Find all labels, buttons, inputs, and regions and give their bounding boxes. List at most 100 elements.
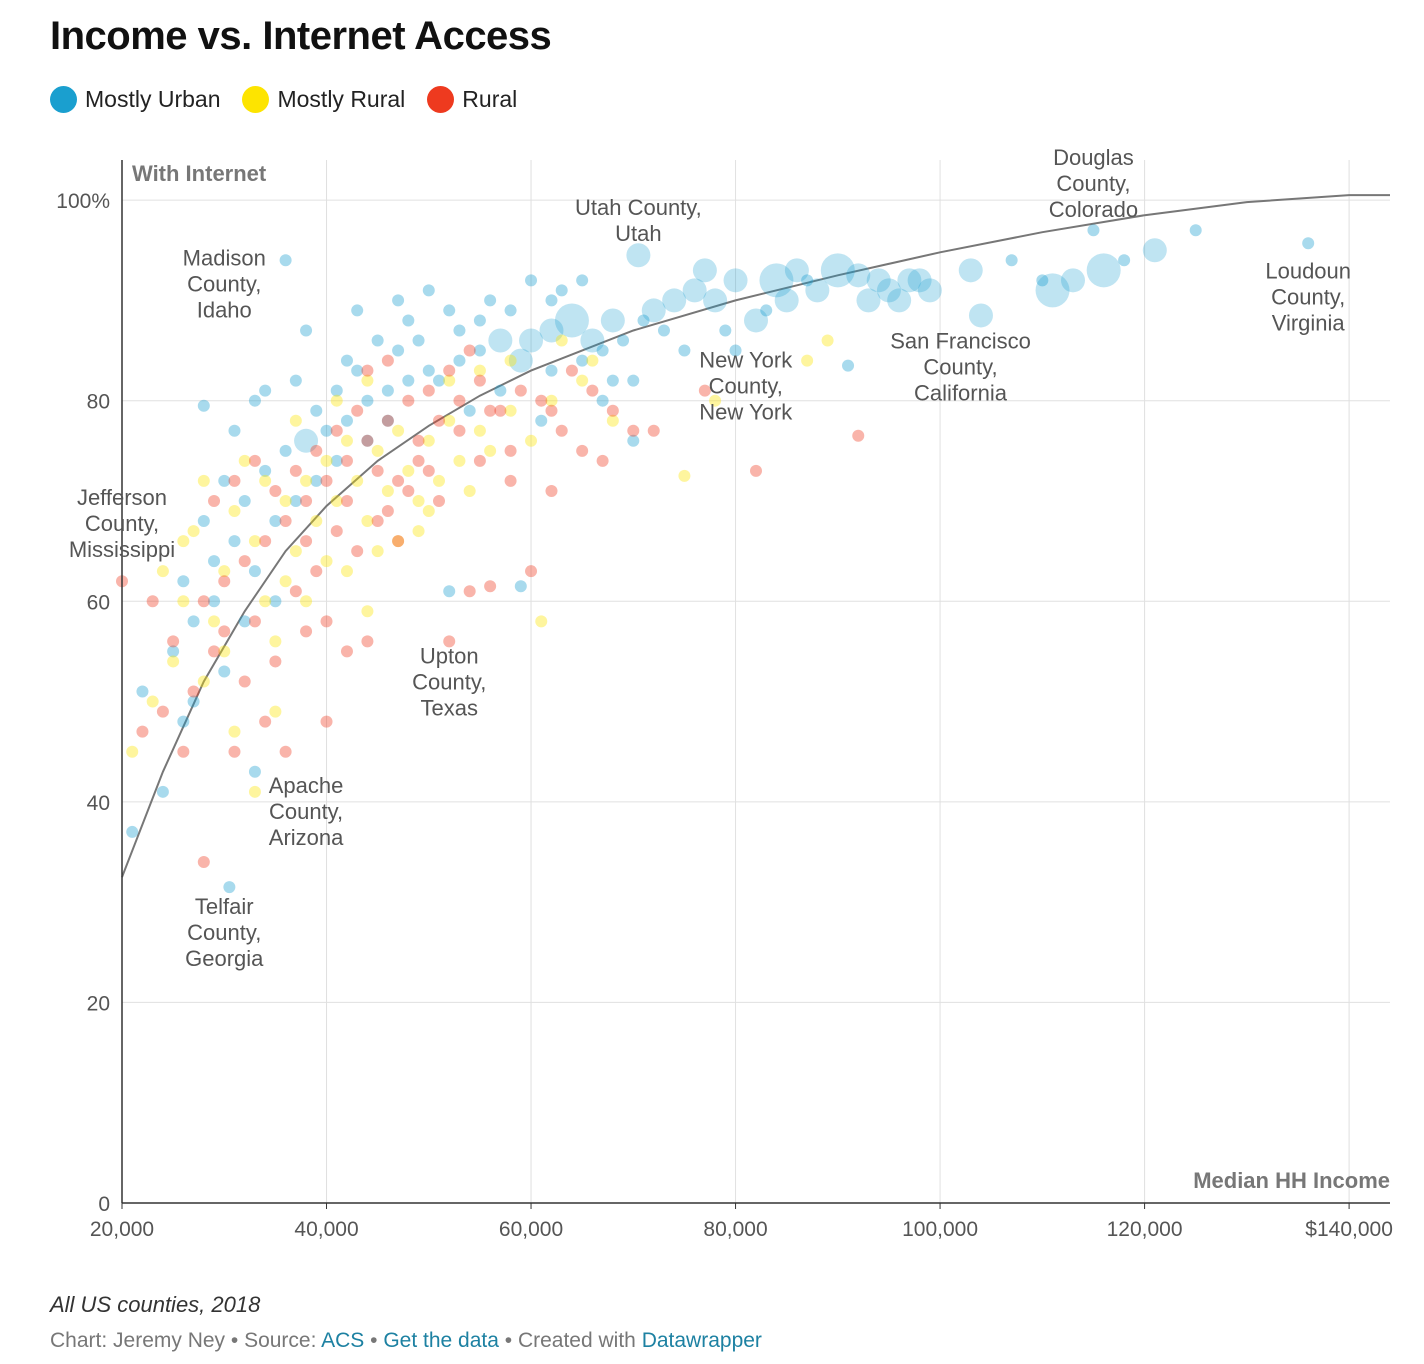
legend-item-rural[interactable]: Rural	[427, 86, 517, 113]
point-rural	[289, 585, 302, 598]
point-mostly-rural	[340, 565, 353, 578]
point-rural	[422, 384, 435, 397]
point-rural	[412, 454, 425, 467]
point-rural	[351, 545, 364, 558]
point-mostly-rural	[279, 575, 292, 588]
annotation-line: Utah	[615, 221, 661, 246]
point-rural	[156, 705, 169, 718]
credits-created: • Created with	[498, 1329, 642, 1352]
point-mostly-rural	[504, 354, 517, 367]
annotation-line: California	[914, 381, 1008, 406]
point-mostly-urban	[218, 665, 231, 678]
legend-label: Rural	[462, 86, 518, 112]
point-rural	[371, 515, 384, 528]
point-mostly-rural	[801, 354, 814, 367]
point-mostly-urban	[279, 444, 292, 457]
point-mostly-urban	[453, 324, 466, 337]
annotation-line: County,	[412, 669, 486, 694]
point-rural	[586, 384, 599, 397]
point-mostly-urban	[340, 414, 353, 427]
point-mostly-rural	[473, 424, 486, 437]
point-mostly-rural	[473, 364, 486, 377]
point-mostly-rural	[156, 565, 169, 578]
point-rural	[514, 384, 527, 397]
point-mostly-rural	[218, 565, 231, 578]
point-rural	[197, 856, 210, 869]
point-mostly-rural	[586, 354, 599, 367]
annotation-line: County,	[1056, 171, 1130, 196]
point-mostly-rural	[453, 454, 466, 467]
point-mostly-rural	[238, 454, 251, 467]
point-mostly-urban	[535, 414, 548, 427]
point-mostly-urban	[453, 354, 466, 367]
point-mostly-urban	[662, 288, 687, 313]
point-mostly-rural	[576, 374, 589, 387]
chart-note: All US counties, 2018	[50, 1292, 261, 1317]
point-mostly-rural	[392, 424, 405, 437]
point-mostly-urban	[887, 288, 912, 313]
point-rural	[340, 494, 353, 507]
point-mostly-rural	[422, 434, 435, 447]
datawrapper-link[interactable]: Datawrapper	[641, 1329, 762, 1352]
point-mostly-urban	[488, 328, 513, 353]
point-mostly-urban	[576, 354, 589, 367]
point-mostly-rural	[248, 535, 261, 548]
annotation-label: Utah County, Utah	[575, 195, 702, 246]
point-rural	[484, 580, 497, 593]
point-mostly-urban	[606, 374, 619, 387]
point-rural	[136, 725, 149, 738]
legend-item-mostly-rural[interactable]: Mostly Rural	[242, 86, 405, 113]
legend-label: Mostly Rural	[277, 86, 406, 112]
point-mostly-rural	[709, 394, 722, 407]
gridlines	[122, 160, 1390, 1203]
x-tick-label: 20,000	[90, 1218, 154, 1241]
point-mostly-urban	[968, 303, 993, 328]
point-rural	[392, 535, 405, 548]
annotation-line: County,	[269, 799, 343, 824]
point-mostly-urban	[1189, 224, 1202, 237]
get-data-link[interactable]: Get the data	[383, 1329, 499, 1352]
point-mostly-urban	[627, 374, 640, 387]
point-mostly-rural	[248, 785, 261, 798]
point-mostly-urban	[289, 494, 302, 507]
point-mostly-rural	[269, 705, 282, 718]
point-mostly-rural	[320, 454, 333, 467]
point-mostly-rural	[187, 525, 200, 538]
point-rural	[238, 675, 251, 688]
point-rural	[330, 424, 343, 437]
point-mostly-urban	[617, 334, 630, 347]
point-mostly-urban	[1118, 254, 1131, 267]
point-rural	[289, 464, 302, 477]
point-rural	[463, 344, 476, 357]
point-rural	[453, 424, 466, 437]
point-rural	[300, 494, 313, 507]
point-mostly-rural	[177, 535, 190, 548]
point-mostly-urban	[259, 384, 272, 397]
point-mostly-rural	[197, 675, 210, 688]
point-mostly-rural	[555, 334, 568, 347]
point-mostly-urban	[167, 645, 180, 658]
x-axis-title: Median HH Income	[1193, 1168, 1390, 1193]
source-link[interactable]: ACS	[321, 1329, 365, 1352]
point-mostly-urban	[443, 585, 456, 598]
point-mostly-urban	[422, 364, 435, 377]
point-mostly-urban	[289, 374, 302, 387]
point-rural	[852, 429, 865, 442]
point-mostly-urban	[917, 278, 942, 303]
point-rural	[494, 404, 507, 417]
point-mostly-rural	[300, 595, 313, 608]
point-mostly-urban	[1142, 238, 1167, 263]
annotation-line: Douglas	[1053, 145, 1134, 170]
point-mostly-urban	[525, 274, 538, 287]
point-rural	[525, 565, 538, 578]
point-mostly-urban	[248, 394, 261, 407]
x-tick-label: 60,000	[499, 1218, 563, 1241]
annotation-line: Loudoun	[1265, 258, 1351, 283]
legend-item-mostly-urban[interactable]: Mostly Urban	[50, 86, 220, 113]
point-mostly-rural	[412, 525, 425, 538]
point-mostly-urban	[820, 253, 855, 288]
y-tick-label: 40	[87, 792, 110, 815]
point-rural	[279, 515, 292, 528]
point-mostly-urban	[958, 258, 983, 283]
